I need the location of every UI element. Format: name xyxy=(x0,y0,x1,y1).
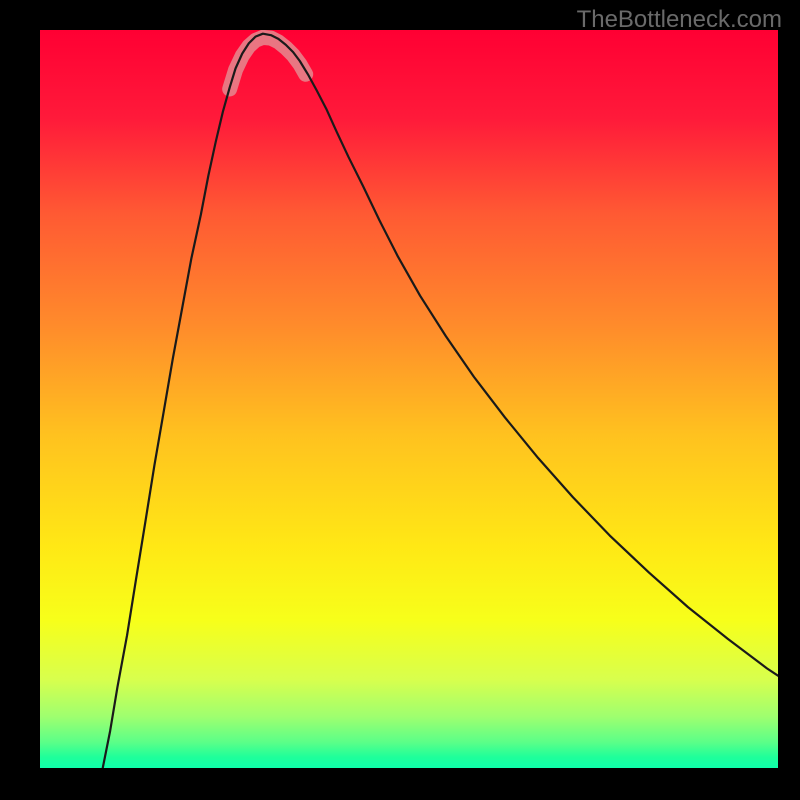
watermark-text: TheBottleneck.com xyxy=(577,6,782,34)
plot-area xyxy=(40,30,778,768)
bottleneck-curve xyxy=(103,34,778,768)
valley-marker xyxy=(230,37,306,89)
curves-svg xyxy=(40,30,778,768)
chart-frame: TheBottleneck.com xyxy=(0,0,800,800)
